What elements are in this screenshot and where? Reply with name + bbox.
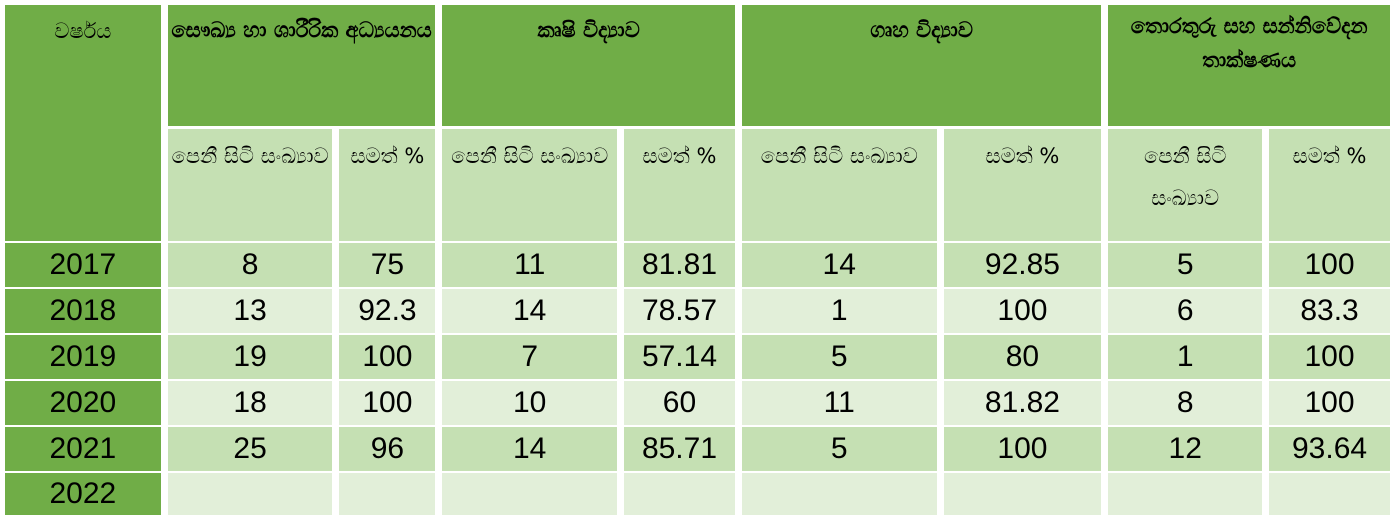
year-cell: 2019 [5, 333, 161, 379]
value-cell: 5 [741, 425, 937, 471]
subject-header-ict: තොරතුරු සහ සන්නිවේදන තාක්ෂණය [1108, 5, 1390, 126]
value-cell [624, 471, 735, 515]
table-row: 2017 8 75 11 81.81 14 92.85 5 100 [5, 241, 1390, 287]
value-cell: 100 [1269, 379, 1390, 425]
value-cell: 8 [167, 241, 333, 287]
value-cell [741, 471, 937, 515]
value-cell: 85.71 [624, 425, 735, 471]
value-cell: 92.3 [339, 287, 436, 333]
value-cell: 13 [167, 287, 333, 333]
table-row: 2019 19 100 7 57.14 5 80 1 100 [5, 333, 1390, 379]
value-cell: 1 [1108, 333, 1263, 379]
value-cell: 14 [442, 425, 618, 471]
value-cell: 78.57 [624, 287, 735, 333]
table-row: 2020 18 100 10 60 11 81.82 8 100 [5, 379, 1390, 425]
value-cell: 100 [943, 425, 1102, 471]
value-cell: 14 [741, 241, 937, 287]
value-cell: 8 [1108, 379, 1263, 425]
value-cell: 83.3 [1269, 287, 1390, 333]
value-cell: 14 [442, 287, 618, 333]
sub-header-pct: සමත් % [1269, 126, 1390, 241]
year-cell: 2022 [5, 471, 161, 515]
year-cell: 2017 [5, 241, 161, 287]
table-row: 2022 [5, 471, 1390, 515]
subject-header-home-science: ගෘහ විද්‍යාව [741, 5, 1102, 126]
value-cell [442, 471, 618, 515]
value-cell: 1 [741, 287, 937, 333]
value-cell: 6 [1108, 287, 1263, 333]
value-cell: 75 [339, 241, 436, 287]
value-cell: 93.64 [1269, 425, 1390, 471]
sub-header-count: පෙනී සිටි සංඛ්‍යාව [167, 126, 333, 241]
value-cell: 11 [741, 379, 937, 425]
value-cell: 7 [442, 333, 618, 379]
value-cell: 19 [167, 333, 333, 379]
value-cell: 5 [1108, 241, 1263, 287]
value-cell: 10 [442, 379, 618, 425]
subject-header-health: සෞඛ්‍ය හා ශාරීරික අධ්‍යයනය [167, 5, 436, 126]
value-cell [167, 471, 333, 515]
table-row: 2018 13 92.3 14 78.57 1 100 6 83.3 [5, 287, 1390, 333]
value-cell: 100 [943, 287, 1102, 333]
value-cell: 57.14 [624, 333, 735, 379]
value-cell: 100 [339, 333, 436, 379]
value-cell: 100 [339, 379, 436, 425]
sub-header-pct: සමත් % [339, 126, 436, 241]
value-cell: 100 [1269, 241, 1390, 287]
value-cell: 11 [442, 241, 618, 287]
value-cell [1108, 471, 1263, 515]
sub-header-pct: සමත් % [624, 126, 735, 241]
sub-header-count: පෙනී සිටි සංඛ්‍යාව [741, 126, 937, 241]
subject-header-agriculture: කෘෂි විද්‍යාව [442, 5, 735, 126]
value-cell: 96 [339, 425, 436, 471]
value-cell: 92.85 [943, 241, 1102, 287]
sub-header-count: පෙනී සිටි සංඛ්‍යාව [1108, 126, 1263, 241]
value-cell: 80 [943, 333, 1102, 379]
results-table: වර්ෂය සෞඛ්‍ය හා ශාරීරික අධ්‍යයනය කෘෂි වි… [0, 5, 1397, 515]
value-cell [943, 471, 1102, 515]
sub-header-count: පෙනී සිටි සංඛ්‍යාව [442, 126, 618, 241]
value-cell [1269, 471, 1390, 515]
value-cell: 25 [167, 425, 333, 471]
value-cell: 100 [1269, 333, 1390, 379]
sub-header-pct: සමත් % [943, 126, 1102, 241]
value-cell: 81.81 [624, 241, 735, 287]
table-row: 2021 25 96 14 85.71 5 100 12 93.64 [5, 425, 1390, 471]
value-cell: 60 [624, 379, 735, 425]
value-cell: 12 [1108, 425, 1263, 471]
value-cell: 81.82 [943, 379, 1102, 425]
year-cell: 2021 [5, 425, 161, 471]
year-cell: 2020 [5, 379, 161, 425]
year-header: වර්ෂය [5, 5, 161, 241]
value-cell [339, 471, 436, 515]
value-cell: 5 [741, 333, 937, 379]
year-cell: 2018 [5, 287, 161, 333]
value-cell: 18 [167, 379, 333, 425]
